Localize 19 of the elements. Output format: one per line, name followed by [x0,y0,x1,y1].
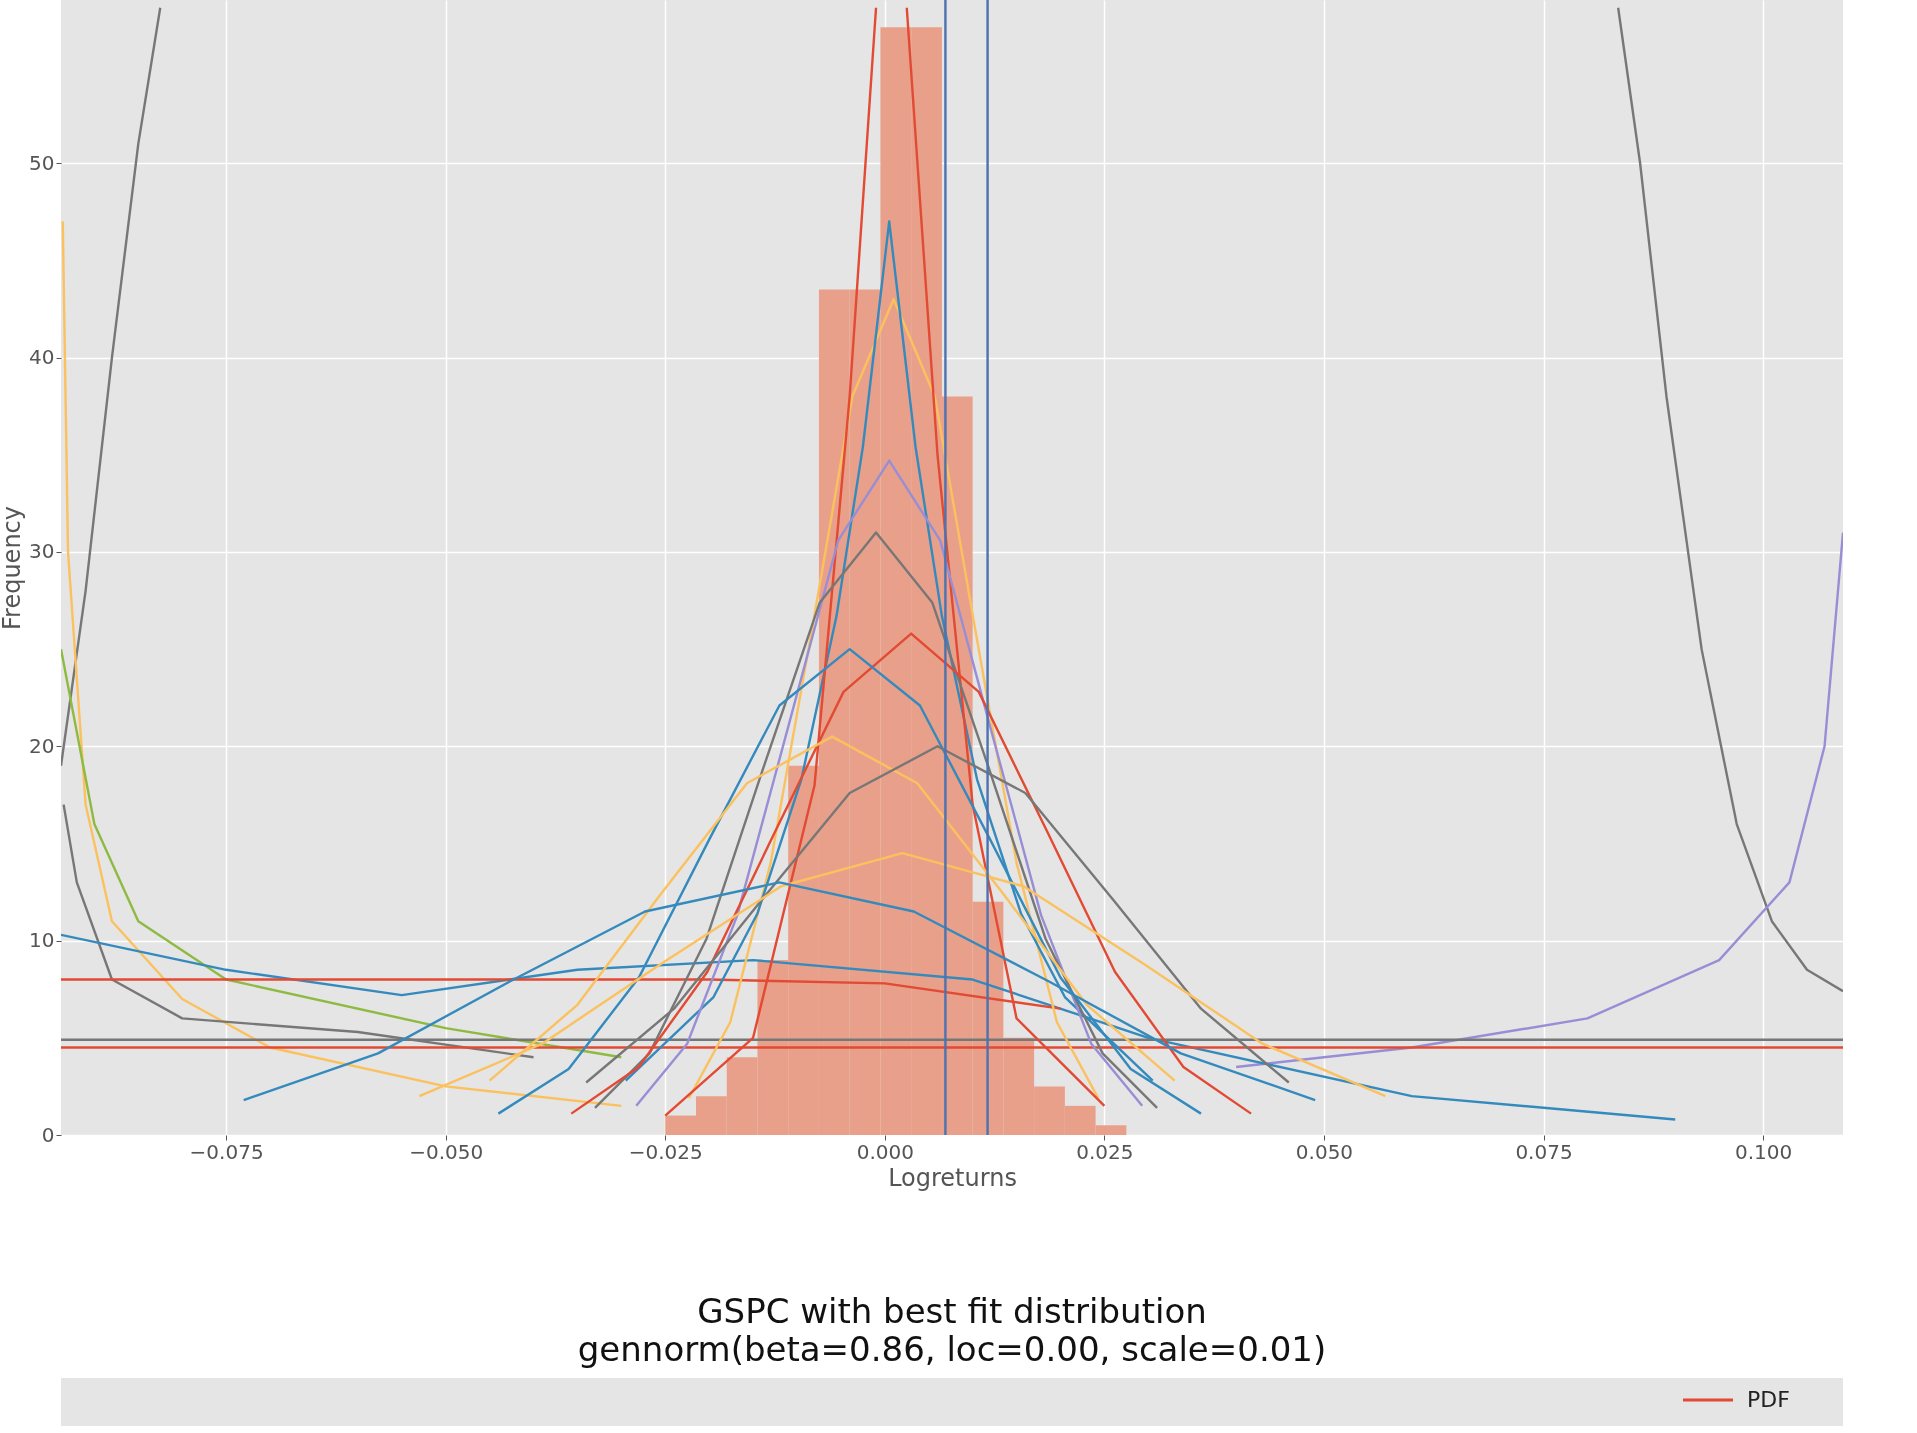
y-tick-label: 30 [29,539,55,564]
y-tick-label: 0 [41,1122,55,1147]
text: GSPC with best fit distribution [697,1291,1207,1331]
x-tick-label: −0.025 [628,1139,703,1164]
y-tick-label: 50 [29,150,55,175]
x-axis-title: Logreturns [888,1163,1017,1192]
x-tick-label: 0.000 [856,1139,914,1164]
text: gennorm(beta=0.86, loc=0.00, scale=0.01) [577,1329,1327,1369]
x-tick-label: −0.050 [409,1139,484,1164]
y-tick-label: 10 [29,928,55,953]
y-tick-label: 20 [29,733,55,758]
x-tick-label: 0.050 [1295,1139,1354,1164]
y-axis-title: Frequency [0,506,27,630]
x-tick-label: −0.075 [189,1139,264,1164]
x-tick-label: 0.075 [1515,1139,1573,1164]
x-tick-label: 0.025 [1076,1139,1134,1164]
x-tick-label: 0.100 [1734,1139,1793,1164]
y-tick-label: 40 [29,345,55,370]
legend-label: PDF [1747,1387,1790,1412]
